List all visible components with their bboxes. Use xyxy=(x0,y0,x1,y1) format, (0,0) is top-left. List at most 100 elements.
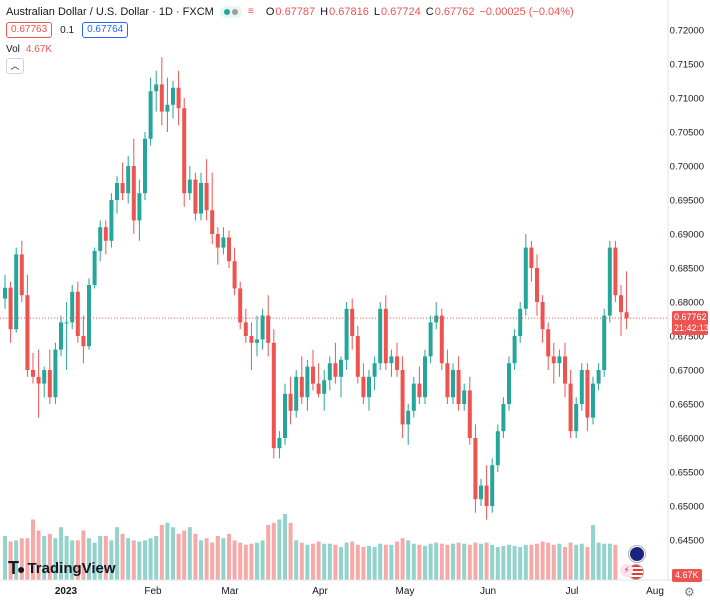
candle xyxy=(423,349,427,404)
volume-bar xyxy=(148,538,153,580)
candle-body xyxy=(467,390,472,438)
candle xyxy=(103,220,108,255)
currency-flags xyxy=(629,546,645,582)
candle-body xyxy=(568,383,573,432)
candlesticks xyxy=(3,57,629,520)
volume-bar xyxy=(613,544,618,580)
collapse-legend-button[interactable]: ︿ xyxy=(6,58,24,74)
candle xyxy=(322,370,327,411)
candle xyxy=(182,98,187,207)
volume-bar xyxy=(434,542,439,580)
candle xyxy=(523,234,528,316)
candle xyxy=(36,349,41,418)
candle-body xyxy=(271,342,276,449)
candle xyxy=(92,247,97,289)
candle-body xyxy=(456,370,461,404)
candle-body xyxy=(400,370,405,425)
candle-body xyxy=(613,247,618,296)
volume-bar xyxy=(283,514,287,580)
candle xyxy=(277,431,282,459)
candle xyxy=(518,302,523,343)
volume-bar xyxy=(417,544,422,580)
candle xyxy=(176,70,181,126)
volume-bar xyxy=(563,547,567,580)
candle-body xyxy=(87,285,91,347)
candle xyxy=(221,227,226,255)
candle xyxy=(266,295,271,357)
candle xyxy=(316,363,321,398)
candle-body xyxy=(266,315,271,343)
candle-body xyxy=(70,291,75,323)
candle-body xyxy=(221,237,226,248)
volume-bar xyxy=(87,538,91,580)
candle-body xyxy=(204,183,209,211)
volume-bar xyxy=(591,525,595,580)
symbol-header[interactable]: Australian Dollar / U.S. Dollar · 1D · F… xyxy=(6,4,579,20)
last-price-value: 0.67762 xyxy=(674,312,707,322)
candle xyxy=(137,179,142,241)
candle-body xyxy=(355,336,360,377)
candle xyxy=(59,315,63,357)
candle xyxy=(25,274,30,377)
candle xyxy=(507,356,511,411)
volume-bar xyxy=(495,547,500,580)
candle xyxy=(383,295,388,370)
sell-price-button[interactable]: 0.67763 xyxy=(6,22,53,38)
volume-axis-label: 4.67K xyxy=(672,569,702,582)
candle-body xyxy=(350,308,355,336)
time-axis[interactable]: 2023 Feb Mar Apr May Jun Jul Aug xyxy=(55,586,664,597)
candle xyxy=(249,322,254,370)
candle xyxy=(204,159,209,221)
lightning-icon[interactable]: ⚡ xyxy=(620,564,633,577)
volume-bar xyxy=(215,536,220,580)
volume-bar xyxy=(131,540,136,580)
candle-body xyxy=(288,393,293,411)
brand-name: TradingView xyxy=(27,560,116,577)
volume-bar xyxy=(540,541,545,580)
candle-body xyxy=(439,315,444,364)
gear-icon[interactable]: ⚙ xyxy=(684,585,695,599)
candle-body xyxy=(92,251,97,285)
symbol-title[interactable]: Australian Dollar / U.S. Dollar · 1D · F… xyxy=(6,6,214,18)
volume-bar xyxy=(479,543,483,580)
price-tick-label: 0.67000 xyxy=(670,366,704,377)
tradingview-logo[interactable]: T● TradingView xyxy=(8,558,116,579)
price-tick-label: 0.65500 xyxy=(670,468,704,479)
candle xyxy=(434,302,439,330)
candle-body xyxy=(333,363,338,377)
volume-bar xyxy=(518,547,523,580)
volume-bar xyxy=(579,543,584,580)
candle-body xyxy=(299,376,304,398)
volume-bar xyxy=(19,538,24,580)
volume-bar xyxy=(120,533,125,580)
price-axis[interactable]: 0.72000 0.71500 0.71000 0.70500 0.70000 0.695… xyxy=(670,26,704,547)
red-lines-icon[interactable]: ≡ xyxy=(247,6,254,17)
price-tick-label: 0.71500 xyxy=(670,60,704,71)
volume-bar xyxy=(47,533,52,580)
volume-bar xyxy=(568,542,573,580)
candle xyxy=(484,465,489,520)
volume-legend[interactable]: Vol 4.67K xyxy=(6,44,52,55)
volume-bar xyxy=(31,519,35,580)
volume-bar xyxy=(462,543,467,580)
candle-body xyxy=(411,383,416,411)
volume-bar xyxy=(288,522,293,580)
candle-body xyxy=(64,322,69,324)
volume-bar xyxy=(423,545,427,580)
candle-body xyxy=(47,370,52,398)
status-dot-icon xyxy=(223,9,230,15)
candle xyxy=(540,295,545,343)
candle-body xyxy=(120,183,125,194)
candle xyxy=(47,349,52,404)
buy-price-button[interactable]: 0.67764 xyxy=(82,22,129,38)
volume-bar xyxy=(490,544,495,580)
candle xyxy=(495,424,500,472)
volume-bar xyxy=(596,542,601,580)
candle xyxy=(81,315,86,364)
candle xyxy=(339,356,343,398)
candle xyxy=(473,424,478,513)
market-status-indicator[interactable] xyxy=(219,6,242,18)
candle xyxy=(411,376,416,418)
volume-bar xyxy=(227,533,231,580)
